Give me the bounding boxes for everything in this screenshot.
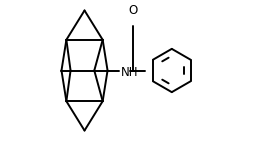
Text: NH: NH (121, 66, 138, 79)
Text: O: O (129, 5, 138, 17)
